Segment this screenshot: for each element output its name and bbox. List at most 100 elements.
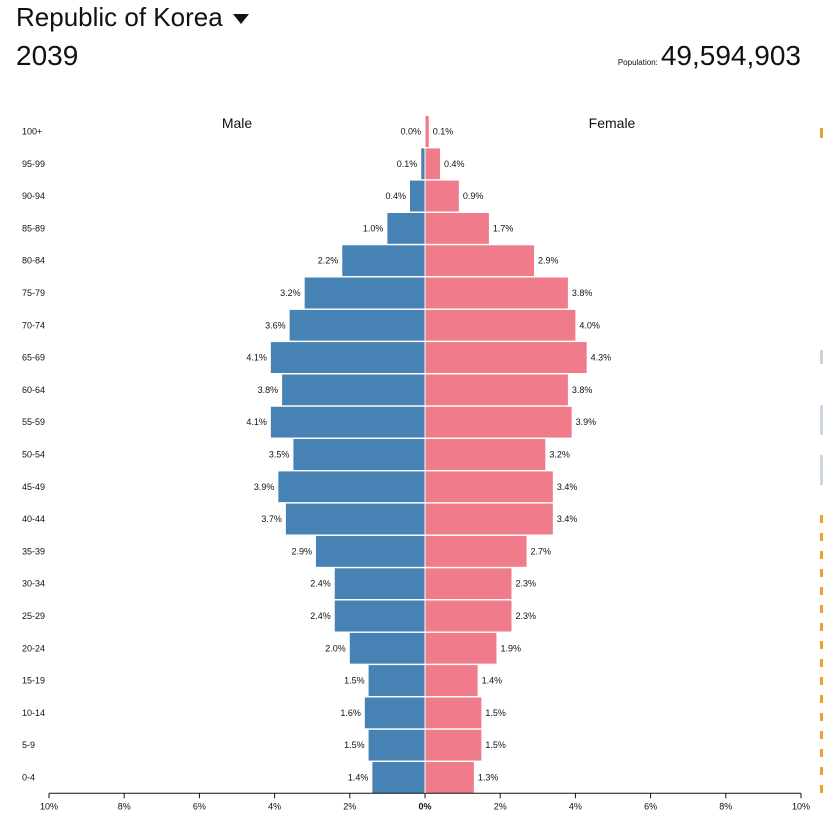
- female-bar: [425, 277, 568, 309]
- dropdown-caret-icon[interactable]: [232, 14, 249, 24]
- male-bar: [334, 600, 425, 632]
- female-bar: [425, 665, 478, 697]
- male-bar-label: 3.5%: [269, 450, 290, 460]
- female-bar-label: 0.4%: [444, 159, 465, 169]
- male-bar-label: 4.1%: [246, 417, 267, 427]
- male-bar-label: 1.6%: [340, 708, 361, 718]
- female-bar-label: 4.0%: [579, 320, 600, 330]
- male-bar: [409, 180, 425, 212]
- x-tick-label: 10%: [40, 801, 58, 811]
- female-bar: [425, 309, 576, 341]
- country-name: Republic of Korea: [16, 2, 223, 32]
- female-bar: [425, 503, 553, 535]
- age-label: 80-84: [22, 256, 45, 266]
- age-label: 95-99: [22, 159, 45, 169]
- age-label: 60-64: [22, 385, 45, 395]
- x-tick-label: 4%: [268, 801, 281, 811]
- male-bar: [421, 148, 425, 180]
- male-bar: [289, 309, 425, 341]
- male-bar: [334, 568, 425, 600]
- age-label: 15-19: [22, 676, 45, 686]
- male-bar-label: 2.9%: [291, 546, 312, 556]
- female-bar-label: 2.3%: [515, 579, 536, 589]
- male-bar-label: 2.4%: [310, 579, 331, 589]
- female-bar: [425, 342, 587, 374]
- male-bar-label: 1.5%: [344, 740, 365, 750]
- male-bar: [282, 374, 425, 406]
- female-bar-label: 4.3%: [591, 353, 612, 363]
- age-label: 40-44: [22, 514, 45, 524]
- male-bar: [387, 212, 425, 244]
- age-label: 30-34: [22, 579, 45, 589]
- age-label: 70-74: [22, 320, 45, 330]
- male-bar-label: 1.5%: [344, 676, 365, 686]
- female-bar-label: 3.8%: [572, 385, 593, 395]
- year-display: 2039: [16, 40, 79, 71]
- female-bar: [425, 180, 459, 212]
- x-tick-label: 4%: [569, 801, 582, 811]
- female-bar-label: 2.7%: [531, 546, 552, 556]
- x-tick-label: 0%: [418, 801, 431, 811]
- country-selector[interactable]: Republic of Korea: [16, 2, 249, 32]
- age-label: 55-59: [22, 417, 45, 427]
- female-bar-label: 1.5%: [485, 740, 506, 750]
- age-label: 45-49: [22, 482, 45, 492]
- female-series-label: Female: [589, 115, 636, 131]
- edge-fragment-5: [820, 515, 823, 795]
- female-bar-label: 3.4%: [557, 482, 578, 492]
- male-bar-label: 0.1%: [397, 159, 418, 169]
- age-label: 75-79: [22, 288, 45, 298]
- female-bar: [425, 568, 512, 600]
- male-bar: [349, 632, 425, 664]
- male-bar-label: 3.2%: [280, 288, 301, 298]
- female-bar: [425, 406, 572, 438]
- female-bar: [425, 697, 482, 729]
- female-bar: [425, 116, 429, 147]
- female-bar-label: 1.7%: [493, 223, 514, 233]
- female-bar: [425, 374, 568, 406]
- male-bar: [342, 245, 425, 277]
- female-bar: [425, 535, 527, 567]
- male-bar-label: 3.7%: [261, 514, 282, 524]
- edge-fragment-1: [820, 128, 823, 138]
- population-display: Population: 49,594,903: [618, 40, 801, 72]
- age-label: 90-94: [22, 191, 45, 201]
- female-bar: [425, 600, 512, 632]
- male-series-label: Male: [222, 115, 253, 131]
- male-bar-label: 2.4%: [310, 611, 331, 621]
- male-bar-label: 0.4%: [385, 191, 406, 201]
- female-bar-label: 1.9%: [500, 643, 521, 653]
- age-label: 0-4: [22, 773, 35, 783]
- male-bar: [368, 729, 425, 761]
- female-bar-label: 3.4%: [557, 514, 578, 524]
- age-label: 65-69: [22, 353, 45, 363]
- male-bar: [270, 406, 425, 438]
- male-bar-label: 2.0%: [325, 643, 346, 653]
- female-bar: [425, 762, 474, 793]
- female-bar-label: 2.9%: [538, 256, 559, 266]
- male-bar-label: 0.0%: [400, 127, 421, 137]
- x-tick-label: 6%: [193, 801, 206, 811]
- female-bar-label: 3.9%: [576, 417, 597, 427]
- population-label: Population:: [617, 58, 658, 67]
- age-label: 5-9: [22, 740, 35, 750]
- female-bar-label: 2.3%: [515, 611, 536, 621]
- male-bar-label: 3.9%: [254, 482, 275, 492]
- male-bar-label: 4.1%: [246, 353, 267, 363]
- x-tick-label: 2%: [494, 801, 507, 811]
- male-bar-label: 3.6%: [265, 320, 286, 330]
- edge-fragment-3: [820, 405, 823, 435]
- male-bar: [304, 277, 425, 309]
- male-bar: [285, 503, 425, 535]
- age-label: 10-14: [22, 708, 45, 718]
- population-value: 49,594,903: [660, 40, 801, 71]
- female-bar: [425, 439, 546, 470]
- age-label: 85-89: [22, 223, 45, 233]
- age-label: 20-24: [22, 643, 45, 653]
- female-bar: [425, 729, 482, 761]
- x-tick-label: 10%: [792, 801, 810, 811]
- male-bar: [368, 665, 425, 697]
- x-tick-label: 2%: [343, 801, 356, 811]
- female-bar: [425, 245, 535, 277]
